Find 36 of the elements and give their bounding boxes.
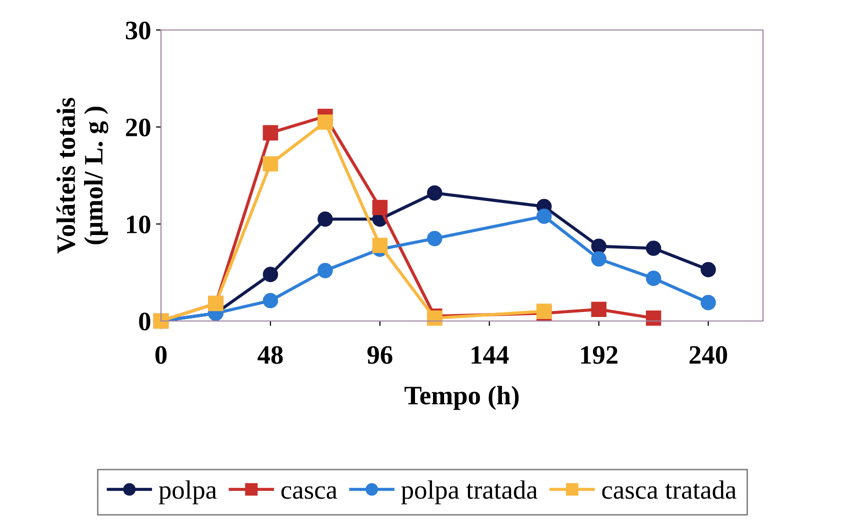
point [646,310,662,326]
point [372,200,388,216]
point [318,212,333,227]
point [591,302,606,317]
x-tick-label: 0 [155,346,167,364]
x-tick-label: 144 [472,346,509,364]
point [700,262,716,278]
y-tick-label: 20 [126,118,150,136]
x-tick-label: 192 [581,346,618,364]
point [426,185,442,201]
point [591,251,606,267]
point [372,238,388,253]
point [426,230,442,246]
y-tick-label: 0 [139,312,150,330]
legend-label: casca [281,486,338,499]
point [262,125,278,140]
x-tick-label: 240 [690,346,728,364]
legend-label: casca tratada [602,480,736,499]
legend-label: polpa tratada [401,480,538,504]
x-tick-label: 48 [258,346,283,364]
x-tick-label: 96 [367,346,392,364]
point [646,240,662,256]
point [262,156,278,172]
point [318,114,333,130]
y-tick-label: 30 [126,22,150,40]
y-tick-label: 10 [127,216,150,234]
y-axis-title: Voláteis totais (µmol/ L. g ) [56,98,108,254]
point [536,208,552,224]
point [591,238,606,254]
x-axis-title: Tempo (h) [404,386,519,410]
legend-label: polpa [158,480,217,504]
point [318,262,333,278]
point [262,292,278,308]
point [700,294,716,310]
point [646,270,662,286]
point [262,266,278,282]
